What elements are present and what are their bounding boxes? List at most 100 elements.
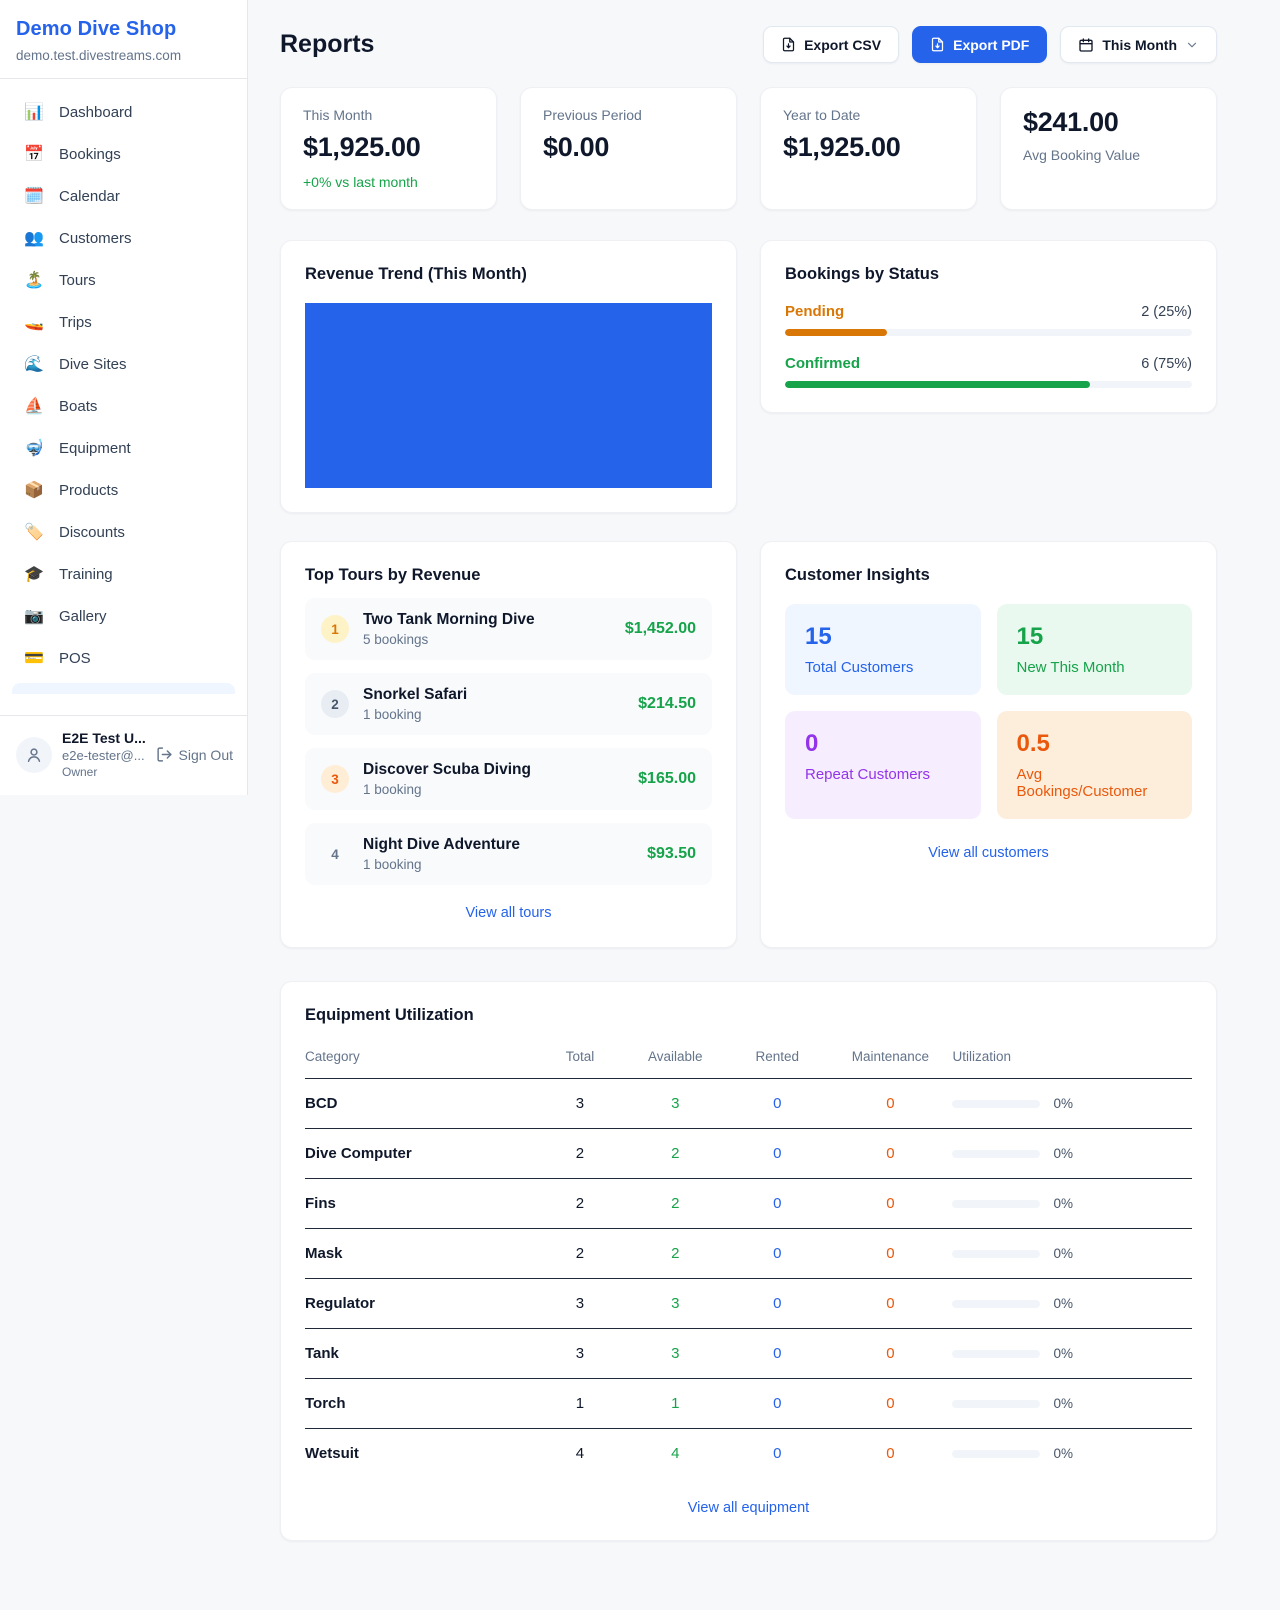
tour-revenue: $1,452.00 <box>624 620 696 637</box>
sidebar-item-dashboard[interactable]: 📊 Dashboard <box>12 95 235 130</box>
view-all-customers-link[interactable]: View all customers <box>928 845 1049 861</box>
sidebar-item-label: Dashboard <box>59 104 133 121</box>
tour-name: Two Tank Morning Dive <box>363 611 535 628</box>
utilization-percent: 0% <box>1053 1246 1073 1261</box>
sidebar-item-bookings[interactable]: 📅 Bookings <box>12 137 235 172</box>
sidebar-item-label: Dive Sites <box>59 356 127 373</box>
cell-rented: 0 <box>726 1178 829 1229</box>
status-row-pending: Pending 2 (25%) <box>785 303 1192 320</box>
tour-name: Discover Scuba Diving <box>363 761 531 778</box>
stats-row: This Month $1,925.00 +0% vs last month P… <box>280 87 1217 210</box>
bookings-by-status-title: Bookings by Status <box>785 265 940 283</box>
cell-total: 4 <box>575 1445 585 1462</box>
sidebar-item-discounts[interactable]: 🏷️ Discounts <box>12 515 235 550</box>
cell-total: 2 <box>535 1178 625 1229</box>
sidebar-item-equipment[interactable]: 🤿 Equipment <box>12 431 235 466</box>
pending-bar-fill <box>785 329 887 336</box>
top-tours-title: Top Tours by Revenue <box>305 566 481 584</box>
utilization-cell: 0% <box>952 1296 1192 1311</box>
tour-revenue: $165.00 <box>638 770 696 787</box>
shop-name: Demo Dive Shop <box>16 18 177 40</box>
cell-total: 3 <box>535 1278 625 1329</box>
cell-total: 1 <box>535 1378 625 1429</box>
rank-badge: 4 <box>331 846 339 862</box>
stat-value: $0.00 <box>543 132 610 162</box>
cell-available: 2 <box>624 1228 727 1279</box>
cell-category: Wetsuit <box>305 1445 359 1462</box>
cell-total: 3 <box>535 1328 625 1379</box>
tile-label: Avg Bookings/Customer <box>1016 766 1148 800</box>
top-tours-card: Top Tours by Revenue 1 Two Tank Morning … <box>280 541 737 948</box>
sidebar-item-dive-sites[interactable]: 🌊 Dive Sites <box>12 347 235 382</box>
cell-available: 3 <box>624 1078 727 1129</box>
tile-new-this-month: 15 New This Month <box>996 604 1192 695</box>
sidebar-item-tours[interactable]: 🏝️ Tours <box>12 263 235 298</box>
utilization-cell: 0% <box>952 1446 1192 1461</box>
sign-out-button[interactable]: Sign Out <box>156 746 233 763</box>
sidebar-item-reports-active-clipped[interactable] <box>12 683 235 694</box>
tour-row: 3 Discover Scuba Diving 1 booking $165.0… <box>305 748 712 810</box>
cell-total: 2 <box>535 1128 625 1179</box>
avatar <box>16 736 52 773</box>
rank-badge: 3 <box>321 765 349 793</box>
cell-maintenance: 0 <box>886 1445 895 1462</box>
tile-repeat-customers: 0 Repeat Customers <box>785 711 981 819</box>
cell-available: 3 <box>624 1328 727 1379</box>
tile-label: New This Month <box>1016 659 1125 676</box>
utilization-cell: 0% <box>952 1096 1192 1111</box>
cell-category: BCD <box>305 1078 536 1129</box>
sidebar-item-label: Calendar <box>59 188 120 205</box>
cell-maintenance: 0 <box>828 1378 953 1429</box>
utilization-bar-track <box>952 1449 1041 1458</box>
view-all-tours-link[interactable]: View all tours <box>465 905 552 921</box>
cell-maintenance: 0 <box>828 1128 953 1179</box>
sidebar-item-customers[interactable]: 👥 Customers <box>12 221 235 256</box>
sidebar-item-boats[interactable]: ⛵ Boats <box>12 389 235 424</box>
period-selector[interactable]: This Month <box>1060 26 1217 63</box>
status-count-confirmed: 6 (75%) <box>1141 355 1192 372</box>
col-header-total: Total <box>535 1039 625 1079</box>
export-pdf-button[interactable]: Export PDF <box>912 26 1048 63</box>
sailboat-icon: ⛵ <box>24 397 44 415</box>
stat-delta: +0% vs last month <box>303 174 418 190</box>
utilization-bar-track <box>952 1249 1041 1258</box>
cell-available: 4 <box>671 1445 680 1462</box>
sidebar-item-training[interactable]: 🎓 Training <box>12 557 235 592</box>
table-row: Torch 1 1 0 0 0% <box>305 1378 1192 1429</box>
utilization-percent: 0% <box>1053 1096 1073 1111</box>
utilization-cell: 0% <box>952 1196 1192 1211</box>
utilization-percent: 0% <box>1053 1196 1073 1211</box>
wave-icon: 🌊 <box>24 355 44 373</box>
tour-row: 4 Night Dive Adventure 1 booking $93.50 <box>305 823 712 885</box>
table-row: Fins 2 2 0 0 0% <box>305 1178 1192 1229</box>
export-csv-button[interactable]: Export CSV <box>763 26 900 63</box>
utilization-percent: 0% <box>1053 1346 1073 1361</box>
bookings-calendar-icon: 📅 <box>24 145 44 163</box>
view-all-equipment-link[interactable]: View all equipment <box>687 1500 810 1516</box>
chevron-down-icon <box>1187 42 1197 47</box>
sidebar-item-label: Customers <box>59 230 132 247</box>
sidebar-item-pos[interactable]: 💳 POS <box>12 641 235 676</box>
header-actions: Export CSV Export PDF This Month <box>763 26 1217 63</box>
cell-rented: 0 <box>726 1128 829 1179</box>
sidebar-item-products[interactable]: 📦 Products <box>12 473 235 508</box>
cell-category: Dive Computer <box>305 1128 536 1179</box>
user-meta: E2E Test U... e2e-tester@... Owner <box>62 730 146 779</box>
sidebar-item-calendar[interactable]: 🗓️ Calendar <box>12 179 235 214</box>
main-content: Reports Export CSV Export PDF This Month… <box>248 0 1280 1581</box>
cell-rented: 0 <box>773 1445 782 1462</box>
graduation-cap-icon: 🎓 <box>24 565 44 583</box>
cell-maintenance: 0 <box>828 1178 953 1229</box>
revenue-trend-card: Revenue Trend (This Month) <box>280 240 737 513</box>
col-header-maintenance: Maintenance <box>828 1039 953 1079</box>
tour-row: 2 Snorkel Safari 1 booking $214.50 <box>305 673 712 735</box>
cell-total: 2 <box>535 1228 625 1279</box>
sidebar-item-trips[interactable]: 🚤 Trips <box>12 305 235 340</box>
insight-tiles: 15 Total Customers 15 New This Month 0 R… <box>785 604 1192 819</box>
rank-badge: 2 <box>321 690 349 718</box>
cell-maintenance: 0 <box>828 1228 953 1279</box>
sidebar-item-gallery[interactable]: 📷 Gallery <box>12 599 235 634</box>
person-icon <box>27 747 41 762</box>
customers-icon: 👥 <box>24 229 44 247</box>
utilization-bar-track <box>952 1149 1041 1158</box>
